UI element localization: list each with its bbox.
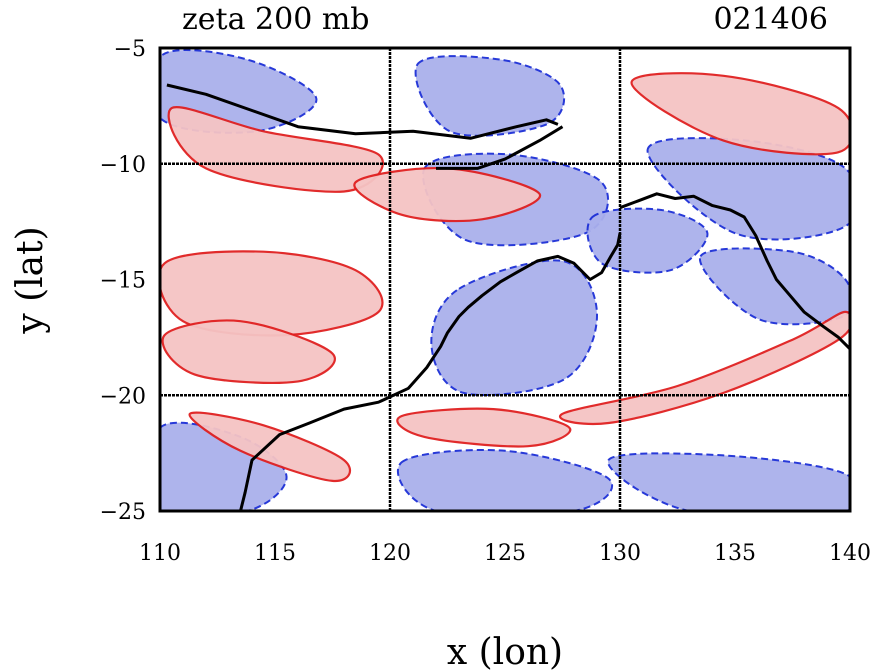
x-axis-label: x (lon) [447, 632, 563, 672]
positive-vorticity-sw-lower-band [188, 411, 352, 483]
positive-vorticity-timor-sea-band [353, 167, 541, 223]
x-tick-label-120: 120 [369, 541, 411, 566]
positive-vorticity-upper-right-band [630, 72, 850, 156]
y-tick-label-5: −5 [114, 37, 146, 62]
x-tick-label-110: 110 [139, 541, 181, 566]
negative-vorticity-east-mid-shade [699, 247, 850, 326]
positive-vorticity-center-south-strip [396, 407, 572, 448]
coastline-western-australia-coast [239, 232, 622, 511]
y-axis-label: y (lat) [10, 226, 51, 334]
y-tick-label-25: −25 [100, 500, 146, 525]
negative-vorticity-arafura-shade [586, 207, 709, 274]
plot-frame [158, 46, 852, 513]
chart-title-right: 021406 [713, 2, 828, 37]
x-tick-label-140: 140 [829, 541, 871, 566]
x-tick-label-130: 130 [599, 541, 641, 566]
coastline-northern-territory-coast [619, 192, 850, 350]
negative-vorticity-central-large-shade [430, 259, 599, 397]
y-tick-label-20: −20 [100, 384, 146, 409]
chart-title-left: zeta 200 mb [182, 2, 370, 37]
x-tick-label-115: 115 [254, 541, 296, 566]
x-tick-label-125: 125 [484, 541, 526, 566]
positive-vorticity-southwest-tongue [161, 319, 336, 384]
y-tick-label-15: −15 [100, 269, 146, 294]
coastline-indonesia-islands [166, 83, 559, 140]
coastline-timor-outline [436, 125, 564, 170]
negative-vorticity-upper-center-shade [414, 55, 566, 137]
positive-vorticity-se-diagonal-band [559, 310, 850, 426]
x-tick-label-135: 135 [714, 541, 756, 566]
positive-vorticity-mid-west-patch [160, 250, 384, 337]
y-tick-label-10: −10 [100, 153, 146, 178]
negative-vorticity-southeast-shade [607, 452, 850, 511]
